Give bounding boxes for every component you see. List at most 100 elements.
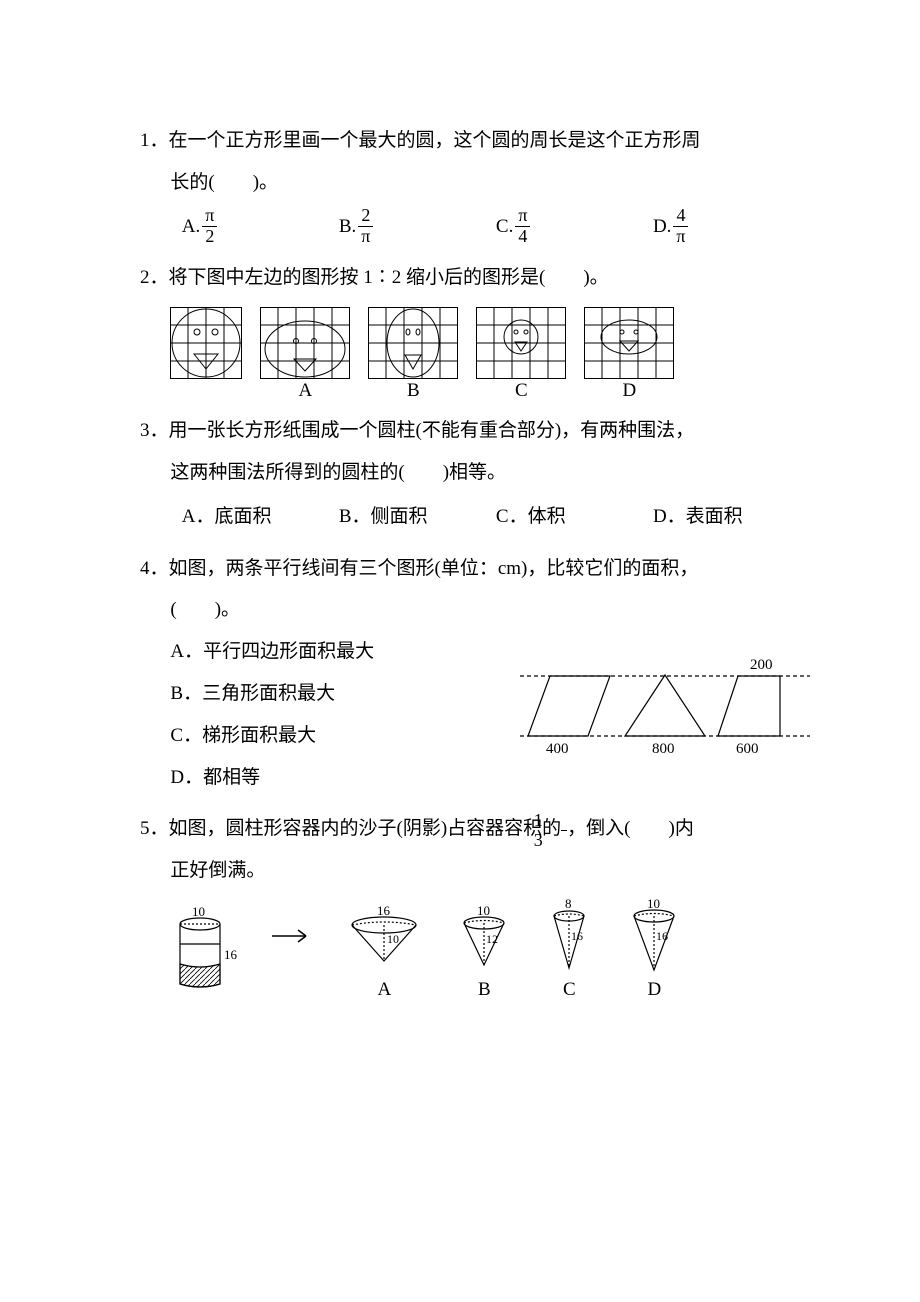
q5-text1b: ，倒入( )内 xyxy=(567,818,694,839)
q1-optD-label: D. xyxy=(653,206,671,248)
q3-line1: 3．用一张长方形纸围成一个圆柱(不能有重合部分)，有两种围法， xyxy=(140,410,810,452)
q3-line2: 这两种围法所得到的圆柱的( )相等。 xyxy=(140,452,810,494)
q1-optC-label: C. xyxy=(496,206,513,248)
q4-optA: A．平行四边形面积最大 xyxy=(140,631,520,673)
q3-num: 3． xyxy=(140,420,169,441)
q5-B-d: 10 xyxy=(477,903,490,918)
q2-A-svg xyxy=(260,307,350,379)
q5-num: 5． xyxy=(140,818,169,839)
q4-trap-top: 200 xyxy=(750,657,773,673)
question-4: 4．如图，两条平行线间有三个图形(单位：cm)，比较它们的面积， ( )。 A．… xyxy=(140,548,810,799)
q2-B-svg xyxy=(368,307,458,379)
q2-fig-C: C xyxy=(476,307,566,400)
q3-optD: D．表面积 xyxy=(653,496,810,538)
q3-optB: B．侧面积 xyxy=(339,496,496,538)
q2-figures: A B xyxy=(140,307,810,400)
q4-figure: 200 400 800 600 xyxy=(520,631,810,798)
q2-fig-B: B xyxy=(368,307,458,400)
q5-cone-A: 16 10 A xyxy=(344,903,424,999)
q5-B-h: 12 xyxy=(486,932,498,946)
q2-orig-svg xyxy=(170,307,242,379)
q4-num: 4． xyxy=(140,558,169,579)
q1-num: 1． xyxy=(140,130,169,151)
q1-text1: 在一个正方形里画一个最大的圆，这个圆的周长是这个正方形周 xyxy=(169,130,701,151)
q1-fracD: 4 π xyxy=(673,206,688,247)
q5-D-svg: 10 16 xyxy=(624,898,684,978)
q1-fracC-den: 4 xyxy=(515,227,530,247)
q5-C-h: 16 xyxy=(571,929,583,943)
q5-cone-D: 10 16 D xyxy=(624,898,684,999)
q2-num: 2． xyxy=(140,267,169,288)
q1-optB: B. 2 π xyxy=(339,206,496,248)
q2-B-label: B xyxy=(407,381,420,400)
q3-text1: 用一张长方形纸围成一个圆柱(不能有重合部分)，有两种围法， xyxy=(169,420,695,441)
question-5: 5．如图，圆柱形容器内的沙子(阴影)占容器容积的13，倒入( )内 正好倒满。 xyxy=(140,808,810,999)
q4-text1: 如图，两条平行线间有三个图形(单位：cm)，比较它们的面积， xyxy=(169,558,699,579)
q4-para-base: 400 xyxy=(546,741,569,757)
q4-svg: 200 400 800 600 xyxy=(520,651,810,761)
q1-fracD-den: π xyxy=(673,227,688,247)
q5-cyl-d: 10 xyxy=(192,904,205,919)
q3-optA: A．底面积 xyxy=(182,496,339,538)
q2-fig-orig xyxy=(170,307,242,400)
q4-options: A．平行四边形面积最大 B．三角形面积最大 C．梯形面积最大 D．都相等 xyxy=(140,631,520,798)
q1-fracA: π 2 xyxy=(202,206,217,247)
q5-cyl-h: 16 xyxy=(224,947,238,962)
q2-D-svg xyxy=(584,307,674,379)
q4-trap-base: 600 xyxy=(736,741,759,757)
q1-fracA-den: 2 xyxy=(202,227,217,247)
question-3: 3．用一张长方形纸围成一个圆柱(不能有重合部分)，有两种围法， 这两种围法所得到… xyxy=(140,410,810,537)
q5-text1a: 如图，圆柱形容器内的沙子(阴影)占容器容积的 xyxy=(169,818,562,839)
q5-D-h: 16 xyxy=(656,929,668,943)
q2-orig-label xyxy=(204,381,209,400)
q4-optB: B．三角形面积最大 xyxy=(140,673,520,715)
q4-tri-base: 800 xyxy=(652,741,675,757)
q5-D-d: 10 xyxy=(647,898,660,911)
q5-A-label: A xyxy=(378,980,392,999)
q1-options: A. π 2 B. 2 π C. π 4 xyxy=(140,206,810,248)
q5-A-svg: 16 10 xyxy=(344,903,424,978)
question-2: 2．将下图中左边的图形按 1∶2 缩小后的图形是( )。 xyxy=(140,257,810,400)
q2-A-label: A xyxy=(299,381,313,400)
page: 1．在一个正方形里画一个最大的圆，这个圆的周长是这个正方形周 长的( )。 A.… xyxy=(0,0,920,1109)
q4-optC: C．梯形面积最大 xyxy=(140,715,520,757)
question-1: 1．在一个正方形里画一个最大的圆，这个圆的周长是这个正方形周 长的( )。 A.… xyxy=(140,120,810,247)
q1-fracB-num: 2 xyxy=(358,206,373,227)
q2-fig-D: D xyxy=(584,307,674,400)
q5-C-svg: 8 16 xyxy=(544,898,594,978)
q2-body: 将下图中左边的图形按 1∶2 缩小后的图形是( )。 xyxy=(169,267,609,288)
q5-line1: 5．如图，圆柱形容器内的沙子(阴影)占容器容积的13，倒入( )内 xyxy=(140,808,810,850)
q5-figures: 10 16 16 10 xyxy=(140,898,810,999)
q5-D-label: D xyxy=(648,980,662,999)
q1-optD: D. 4 π xyxy=(653,206,810,248)
q2-C-svg xyxy=(476,307,566,379)
q2-fig-A: A xyxy=(260,307,350,400)
q4-body: A．平行四边形面积最大 B．三角形面积最大 C．梯形面积最大 D．都相等 xyxy=(140,631,810,798)
q4-optD: D．都相等 xyxy=(140,757,520,799)
q1-fracB: 2 π xyxy=(358,206,373,247)
q1-line1: 1．在一个正方形里画一个最大的圆，这个圆的周长是这个正方形周 xyxy=(140,120,810,162)
q5-A-d: 16 xyxy=(377,903,391,918)
q5-A-h: 10 xyxy=(387,932,399,946)
q5-C-label: C xyxy=(563,980,576,999)
q2-C-label: C xyxy=(515,381,528,400)
q1-line2: 长的( )。 xyxy=(140,162,810,204)
q1-fracD-num: 4 xyxy=(673,206,688,227)
q1-optA-label: A. xyxy=(182,206,200,248)
q5-arrow-icon xyxy=(270,927,314,969)
q5-C-d: 8 xyxy=(565,898,572,911)
q5-cone-B: 10 12 B xyxy=(454,903,514,999)
q1-optB-label: B. xyxy=(339,206,356,248)
q1-fracA-num: π xyxy=(202,206,217,227)
q2-text: 2．将下图中左边的图形按 1∶2 缩小后的图形是( )。 xyxy=(140,257,810,299)
q1-fracC-num: π xyxy=(515,206,530,227)
q4-line1: 4．如图，两条平行线间有三个图形(单位：cm)，比较它们的面积， xyxy=(140,548,810,590)
q5-cone-C: 8 16 C xyxy=(544,898,594,999)
q1-optA: A. π 2 xyxy=(182,206,339,248)
q5-line2: 正好倒满。 xyxy=(140,850,810,892)
q5-cyl-svg: 10 16 xyxy=(170,904,240,999)
q3-optC: C．体积 xyxy=(496,496,653,538)
q5-B-label: B xyxy=(478,980,491,999)
q1-fracC: π 4 xyxy=(515,206,530,247)
q5-cylinder: 10 16 xyxy=(170,904,240,999)
